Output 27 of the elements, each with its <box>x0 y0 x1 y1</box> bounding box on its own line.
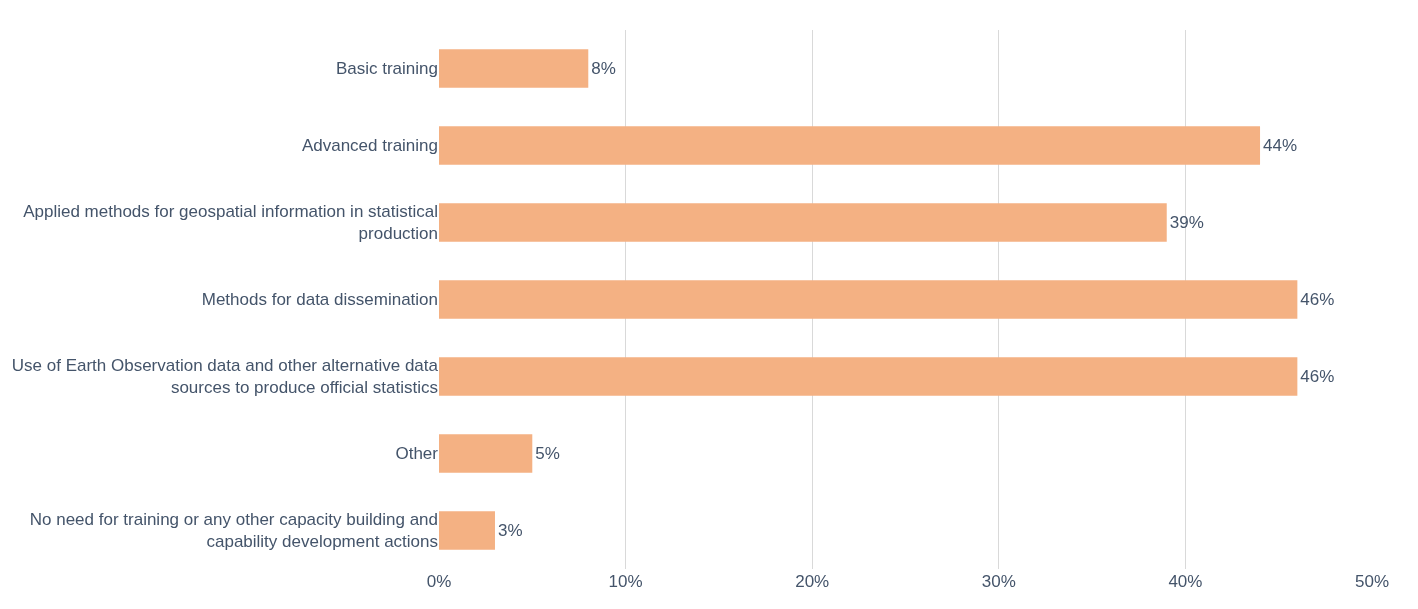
y-tick-label: Other <box>395 444 439 464</box>
y-tick-label: Advanced training <box>301 136 438 156</box>
x-tick-label: 10% <box>608 572 643 591</box>
y-tick-label: Basic training <box>335 59 438 79</box>
x-tick-label: 20% <box>795 572 830 591</box>
y-tick-label: No need for training or any other capacity building and capability development actions <box>29 510 438 552</box>
bar <box>439 126 1261 165</box>
x-tick-label: 0% <box>426 572 452 591</box>
data-label: 8% <box>591 59 616 78</box>
y-tick-label: Use of Earth Observation data and other alternative data sources to produce official statistics <box>11 356 439 398</box>
y-tick-label: Applied methods for geospatial information in statistical production <box>23 202 438 244</box>
data-label: 5% <box>535 444 560 463</box>
x-tick-label: 50% <box>1354 572 1390 591</box>
data-label: 46% <box>1300 290 1335 309</box>
data-label: 39% <box>1169 213 1204 232</box>
data-label: 44% <box>1263 136 1298 155</box>
x-tick-label: 40% <box>1168 572 1203 591</box>
data-label: 3% <box>497 521 523 540</box>
y-tick-label: Methods for data dissemination <box>201 290 438 310</box>
bar <box>439 280 1298 319</box>
bar <box>439 357 1298 396</box>
data-label: 46% <box>1300 367 1335 386</box>
x-tick-label: 30% <box>981 572 1016 591</box>
bar <box>439 434 533 473</box>
bar <box>439 511 495 550</box>
bar <box>439 49 589 88</box>
bar <box>439 203 1167 242</box>
